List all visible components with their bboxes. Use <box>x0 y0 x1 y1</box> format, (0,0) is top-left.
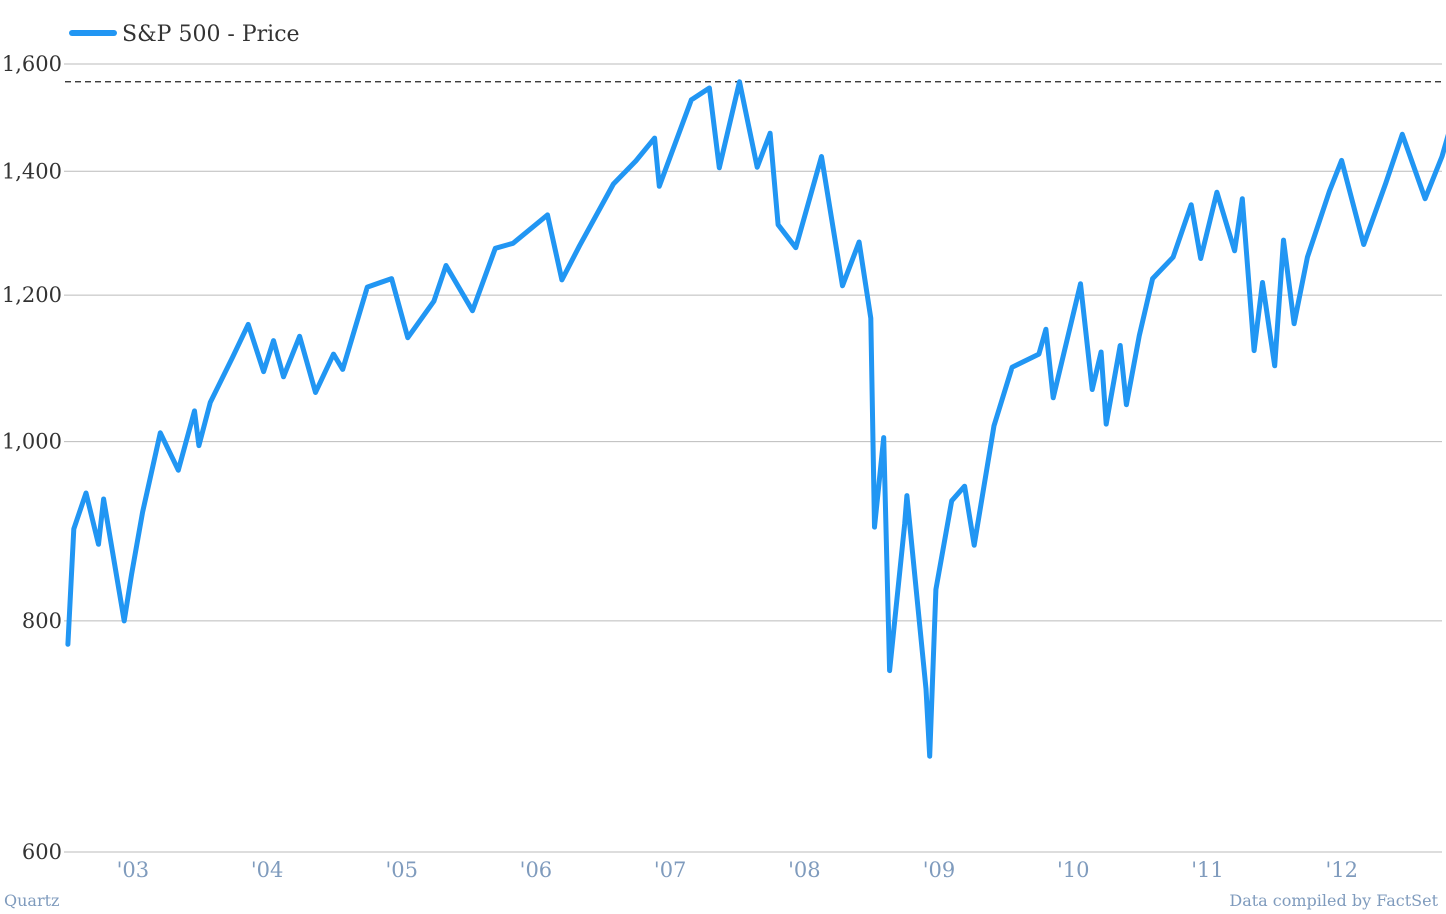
x-tick-label: '05 <box>385 858 418 882</box>
x-tick-label: '07 <box>654 858 687 882</box>
x-tick-label: '03 <box>117 858 150 882</box>
source-credit: Data compiled by FactSet <box>1229 891 1438 910</box>
y-tick-label: 600 <box>22 840 62 864</box>
legend: S&P 500 - Price <box>69 22 300 47</box>
x-tick-label: '11 <box>1191 858 1224 882</box>
series-line-sp500-price <box>65 79 1446 759</box>
y-tick-label: 1,400 <box>2 159 62 183</box>
x-tick-label: '12 <box>1326 858 1359 882</box>
y-tick-label: 1,600 <box>2 52 62 76</box>
gridlines <box>64 63 1442 853</box>
y-axis-ticks: 600 800 1,000 1,200 1,400 1,600 <box>2 52 62 864</box>
x-axis-ticks: '03 '04 '05 '06 '07 '08 '09 '10 '11 '12 <box>117 858 1358 882</box>
x-tick-label: '10 <box>1057 858 1090 882</box>
x-tick-label: '06 <box>520 858 553 882</box>
brand-label: Quartz <box>4 891 60 910</box>
x-tick-label: '08 <box>788 858 821 882</box>
x-tick-label: '04 <box>251 858 284 882</box>
y-tick-label: 800 <box>22 609 62 633</box>
y-tick-label: 1,200 <box>2 283 62 307</box>
x-tick-label: '09 <box>923 858 956 882</box>
legend-label: S&P 500 - Price <box>122 22 300 47</box>
y-tick-label: 1,000 <box>2 430 62 454</box>
